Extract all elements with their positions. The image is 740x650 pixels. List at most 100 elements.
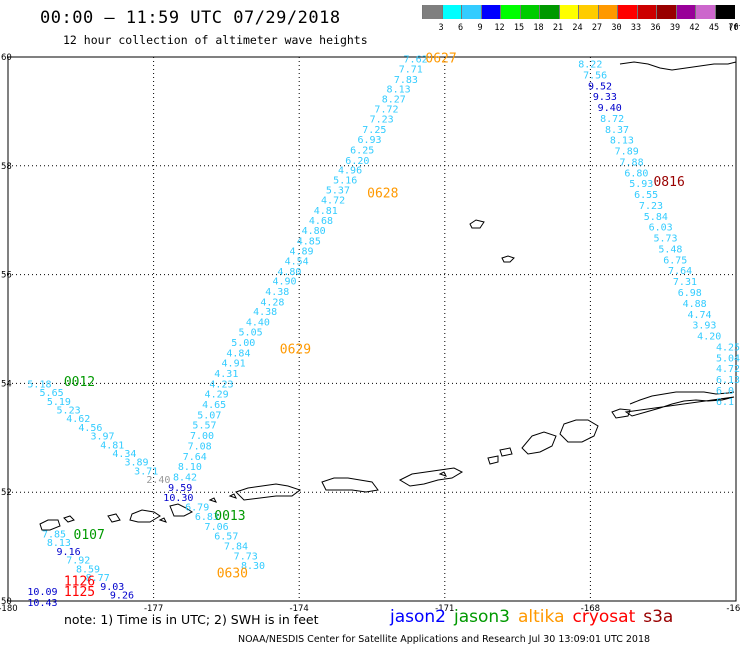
wave-height-value: 4.81 xyxy=(100,440,124,451)
wave-height-value: 8.72 xyxy=(600,114,624,125)
pass-time-label: 0629 xyxy=(280,343,311,358)
alaska-peninsula-coast xyxy=(624,391,735,417)
wave-height-value: 6.03 xyxy=(649,223,673,234)
color-scale-label: 3 xyxy=(438,23,444,33)
wave-height-value: 4.84 xyxy=(226,348,250,359)
wave-height-value: 6.93 xyxy=(357,135,381,146)
lat-tick-label: 56 xyxy=(1,271,12,281)
color-scale-label: 21 xyxy=(552,23,564,33)
wave-height-value: 4.72 xyxy=(716,364,740,375)
wave-height-value: 7.25 xyxy=(362,125,386,136)
wave-height-value: 10.30 xyxy=(163,493,193,504)
wave-height-value: 4.56 xyxy=(78,423,102,434)
rat-islands xyxy=(107,503,193,523)
color-scale-label: 12 xyxy=(494,23,505,33)
color-swatch-18 xyxy=(519,5,540,19)
islands-of-four-mountains xyxy=(487,447,513,465)
wave-height-value: 6.79 xyxy=(185,502,209,513)
pass-0627-0628-0629-0630: 7.627.717.838.138.277.727.237.256.936.25… xyxy=(163,55,427,504)
wave-height-value: 3.89 xyxy=(124,458,148,469)
wave-height-value: 7.23 xyxy=(639,201,663,212)
lat-tick-label: 58 xyxy=(1,162,12,172)
color-scale-label: 42 xyxy=(689,23,700,33)
wave-height-value: 4.68 xyxy=(309,216,333,227)
wave-height-value: 8.22 xyxy=(578,60,602,71)
wave-height-value: 7.00 xyxy=(190,431,214,442)
wave-height-value: 5.57 xyxy=(192,421,216,432)
wave-height-value: 7.88 xyxy=(620,157,644,168)
wave-height-value: 4.80 xyxy=(277,267,301,278)
color-swatch-3 xyxy=(422,5,442,19)
wave-height-value: 6.25 xyxy=(350,145,374,156)
page-title: 00:00 — 11:59 UTC 07/29/2018 xyxy=(40,8,341,28)
legend-jason3: jason3 xyxy=(454,607,510,627)
pass-time-label: 1126 xyxy=(64,574,95,589)
wave-height-value: 4.90 xyxy=(273,277,297,288)
wave-height-value: 4.54 xyxy=(285,256,309,267)
pass-time-label: 1125 xyxy=(64,585,95,600)
wave-height-value: 6.98 xyxy=(678,288,702,299)
wave-height-value: 8.77 xyxy=(86,573,110,584)
wave-height-value: 7.89 xyxy=(615,147,639,158)
wave-height-value: 9.40 xyxy=(598,103,622,114)
wave-height-value: 7.73 xyxy=(234,551,258,562)
legend-s3a: s3a xyxy=(643,607,674,627)
wave-height-value: 8.13 xyxy=(47,538,71,549)
wave-height-value: 5.93 xyxy=(629,179,653,190)
color-scale-label: 33 xyxy=(630,23,642,33)
wave-height-value: 8.59 xyxy=(76,564,100,575)
wave-height-value: 7.92 xyxy=(66,556,90,567)
unimak-island xyxy=(611,408,631,419)
wave-height-value: 4.20 xyxy=(697,332,721,343)
wave-height-value: 10.09 xyxy=(27,587,57,598)
legend-jason2: jason2 xyxy=(390,607,446,627)
wave-height-value: 7.85 xyxy=(42,530,66,541)
wave-height-value: 5.16 xyxy=(333,175,357,186)
wave-height-value: 6.55 xyxy=(634,190,658,201)
lon-tick-label: -165 xyxy=(726,604,740,614)
adak-island-small xyxy=(235,483,302,501)
wave-height-value: 8.42 xyxy=(173,472,197,483)
pass-0012-0013: 5.185.655.195.234.624.563.974.814.343.89… xyxy=(27,379,265,572)
wave-height-value: 4.29 xyxy=(205,390,229,401)
wave-height-value: 6.80 xyxy=(624,168,648,179)
pass-time-label: 0107 xyxy=(74,528,105,543)
color-swatch-70 xyxy=(714,5,735,19)
pribilof-st-george xyxy=(501,255,515,263)
wave-height-value: 9.33 xyxy=(593,92,617,103)
color-swatch-24 xyxy=(558,5,579,19)
amlia-atka-island xyxy=(398,467,464,487)
wave-height-value: 5.05 xyxy=(239,328,263,339)
color-scale-label: 24 xyxy=(572,23,583,33)
wave-height-value: 7.64 xyxy=(668,266,692,277)
color-scale-unit: (ft) xyxy=(728,23,740,33)
nunivak-coast xyxy=(619,61,737,71)
wave-height-value: 6.0 xyxy=(716,386,734,397)
wave-height-value: 7.62 xyxy=(404,55,428,66)
color-swatch-15 xyxy=(500,5,520,19)
wave-height-value: 7.71 xyxy=(399,64,423,75)
wave-height-value: 8.13 xyxy=(387,85,411,96)
color-scale-label: 39 xyxy=(669,23,681,33)
pass-time-label: 0628 xyxy=(367,186,398,201)
wave-height-value: 10.43 xyxy=(27,598,57,609)
wave-height-value: 5.48 xyxy=(658,244,682,255)
wave-height-value: 5.23 xyxy=(57,406,81,417)
wave-height-value: 7.72 xyxy=(374,105,398,116)
coastline xyxy=(39,61,737,531)
wave-height-value: 4.38 xyxy=(265,287,289,298)
color-scale-label: 15 xyxy=(513,23,525,33)
wave-height-value: 8.27 xyxy=(382,94,406,105)
wave-height-value: 2.40 xyxy=(146,475,170,486)
color-swatch-21 xyxy=(539,5,559,19)
pribilof-st-paul xyxy=(469,219,485,229)
wave-height-value: 6.13 xyxy=(716,375,740,386)
axis-labels: -180 -177 -174 -171 -168 -165 60 58 56 54 52 50 xyxy=(0,53,740,614)
wave-height-value: 7.64 xyxy=(183,452,207,463)
wave-height-value: 4.91 xyxy=(222,359,246,370)
map-grid xyxy=(7,56,737,602)
wave-height-value: 7.08 xyxy=(188,441,212,452)
wave-height-value: 5.19 xyxy=(47,397,71,408)
wave-height-value: 9.03 xyxy=(100,582,124,593)
